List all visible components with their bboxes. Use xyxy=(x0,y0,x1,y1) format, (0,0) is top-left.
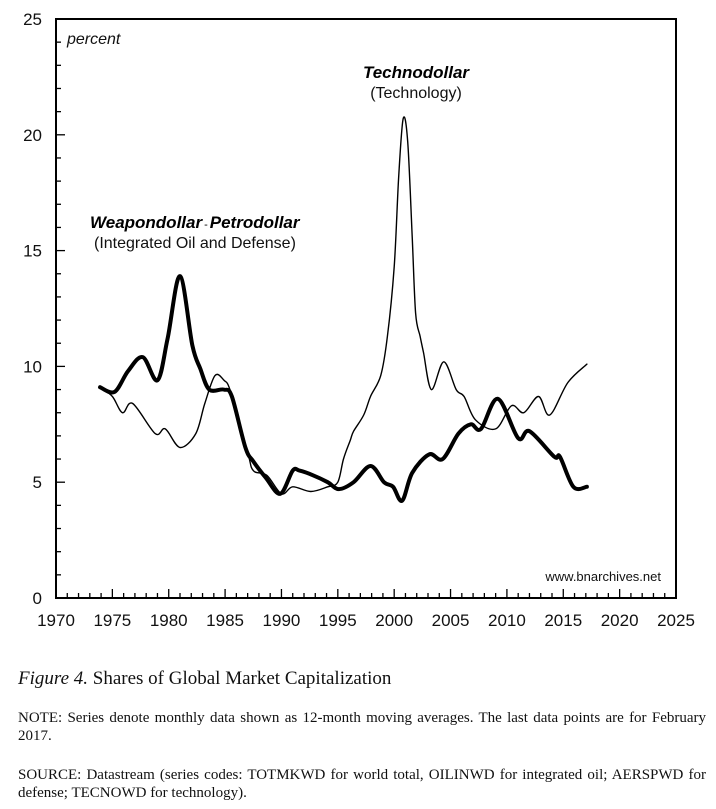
y-tick-label: 25 xyxy=(23,10,42,29)
y-tick-label: 10 xyxy=(23,357,42,376)
series-line-technodollar xyxy=(99,116,588,495)
y-tick-label: 0 xyxy=(33,589,42,608)
figure-caption-title: Figure 4. Shares of Global Market Capita… xyxy=(18,668,706,690)
x-tick-label: 2015 xyxy=(544,611,582,630)
x-tick-label: 2005 xyxy=(432,611,470,630)
series-line-weapondollar-petrodollar xyxy=(98,274,589,503)
x-tick-label: 1995 xyxy=(319,611,357,630)
weapondollar-annotation-subtitle: (Integrated Oil and Defense) xyxy=(94,235,296,252)
figure-source: SOURCE: Datastream (series codes: TOTMKW… xyxy=(18,767,706,801)
x-tick-label: 2010 xyxy=(488,611,526,630)
x-tick-label: 1975 xyxy=(93,611,131,630)
figure-title: Shares of Global Market Capitalization xyxy=(92,668,392,689)
axis-ticks xyxy=(55,18,677,599)
technodollar-annotation-subtitle: (Technology) xyxy=(370,85,462,102)
market-cap-chart: 1970 1975 1980 1985 1990 1995 2000 2005 2010 2015… xyxy=(23,10,695,630)
series-layer xyxy=(98,116,589,503)
x-tick-label: 2025 xyxy=(657,611,695,630)
y-axis-unit-label: percent xyxy=(66,31,121,48)
y-tick-label: 15 xyxy=(23,242,42,261)
x-tick-label: 1990 xyxy=(263,611,301,630)
y-tick-label: 20 xyxy=(23,126,42,145)
figure-label: Figure 4. xyxy=(18,668,89,689)
plot-frame xyxy=(55,18,677,599)
weapondollar-title-dash: - xyxy=(204,219,208,231)
weapondollar-annotation-title: Weapondollar - Petrodollar xyxy=(90,213,301,232)
x-tick-label: 1980 xyxy=(150,611,188,630)
weapondollar-title-part: Weapondollar xyxy=(90,213,203,232)
x-tick-label: 2020 xyxy=(601,611,639,630)
x-tick-label: 2000 xyxy=(375,611,413,630)
petrodollar-title-part: Petrodollar xyxy=(210,213,301,232)
watermark: www.bnarchives.net xyxy=(544,569,661,584)
technodollar-annotation-title: Technodollar xyxy=(363,63,470,82)
figure-note: NOTE: Series denote monthly data shown a… xyxy=(18,710,706,744)
x-tick-label: 1970 xyxy=(37,611,75,630)
axis-tick-labels: 1970 1975 1980 1985 1990 1995 2000 2005 2010 2015… xyxy=(23,10,695,630)
y-tick-label: 5 xyxy=(33,473,42,492)
x-tick-label: 1985 xyxy=(206,611,244,630)
